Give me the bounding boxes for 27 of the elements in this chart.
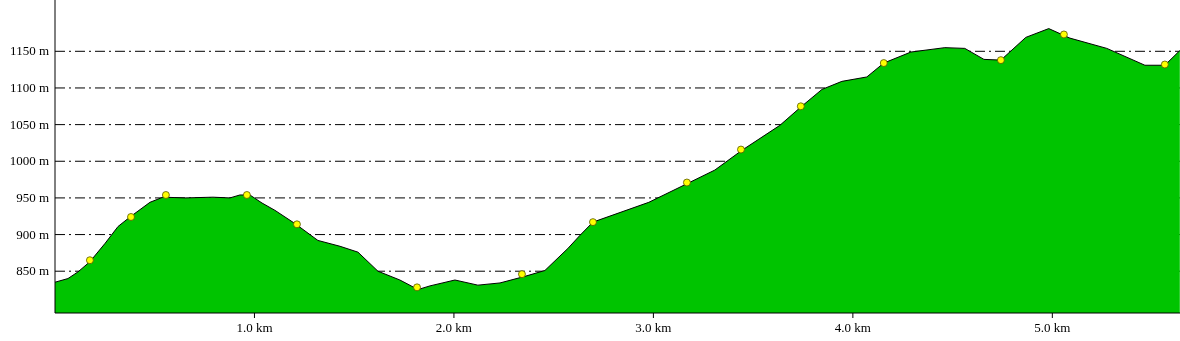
x-tick-label: 4.0 km [834,320,871,335]
point [1160,60,1169,69]
point [293,220,301,229]
y-tick-label: 950 m [16,189,49,205]
point [796,102,805,111]
point [86,256,94,265]
point [162,191,170,199]
point [518,270,526,279]
y-tick-label: 850 m [16,263,49,279]
y-tick-label: 900 m [16,226,49,242]
point [737,145,745,154]
point [997,56,1005,64]
point [683,178,691,187]
x-tick-label: 5.0 km [1034,320,1071,335]
point [413,283,421,292]
x-tick-label: 1.0 km [236,320,273,335]
point [589,218,597,226]
y-tick-label: 1100 m [10,79,49,95]
y-tick-label: 1050 m [9,116,49,132]
x-tick-label: 3.0 km [635,320,672,335]
point [243,191,251,199]
point [879,59,888,67]
point [1060,30,1068,39]
y-tick-label: 1000 m [9,153,49,169]
x-tick-label: 2.0 km [435,320,472,335]
point [127,213,135,221]
y-tick-label: 1150 m [10,43,49,59]
